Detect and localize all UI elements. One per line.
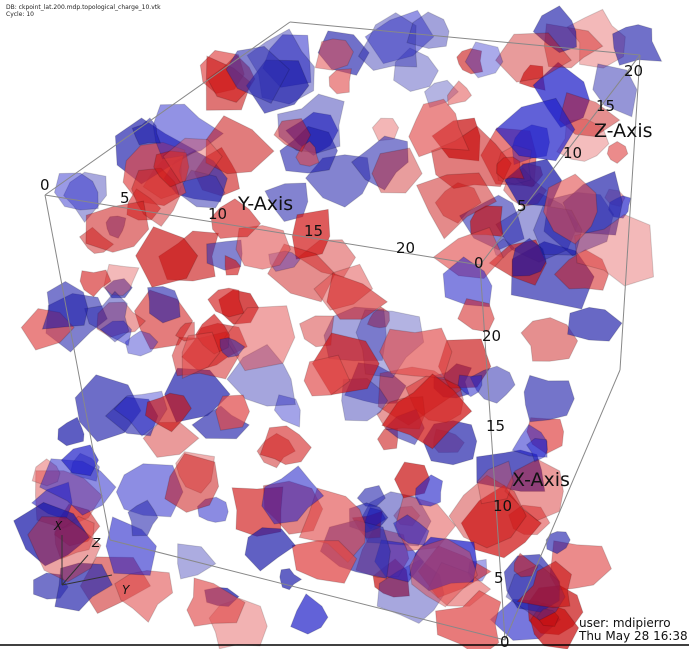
y-tick-label: 5: [120, 189, 130, 207]
triad-x: X: [53, 519, 63, 533]
y-tick-label: 0: [40, 176, 50, 194]
visualization: DB: ckpoint_lat.200.mdp.topological_char…: [0, 0, 689, 649]
database-label: DB: ckpoint_lat.200.mdp.topological_char…: [6, 4, 161, 11]
isosurface-blob: [568, 307, 622, 341]
cycle-label: Cycle: 10: [6, 11, 34, 18]
isosurface-blob: [280, 569, 302, 590]
isosurface-blob: [165, 454, 219, 513]
isosurface-blob: [524, 375, 574, 421]
isosurface-blob: [208, 288, 244, 317]
x-tick-label: 0: [500, 633, 510, 649]
z-axis-title: Z-Axis: [594, 120, 653, 142]
triad-z: Z: [91, 536, 101, 550]
isosurface-blob: [329, 69, 351, 94]
z-tick-label: 0: [474, 254, 484, 272]
isosurface-blob: [372, 148, 422, 193]
y-tick-label: 15: [304, 222, 323, 240]
isosurface-blob: [245, 528, 295, 571]
z-tick-label: 5: [517, 197, 527, 215]
isosurface-blob: [607, 142, 628, 164]
isosurface-blob: [187, 578, 245, 626]
date-label: Thu May 28 16:38:: [578, 629, 689, 643]
x-axis-title: X-Axis: [512, 469, 570, 491]
x-tick-label: 5: [494, 569, 504, 587]
user-label: user: mdipierro: [579, 616, 671, 630]
isosurface-blob: [42, 282, 88, 330]
isosurface-blob: [380, 328, 452, 378]
z-tick-label: 15: [596, 97, 615, 115]
isosurface-blob: [178, 544, 216, 579]
z-tick-label: 10: [563, 144, 582, 162]
x-tick-label: 20: [482, 327, 501, 345]
y-axis-title: Y-Axis: [237, 193, 293, 215]
y-tick-label: 10: [208, 205, 227, 223]
isosurface-blob: [291, 594, 328, 634]
z-tick-label: 20: [624, 62, 643, 80]
isosurface-blob: [315, 39, 353, 70]
x-tick-label: 15: [486, 417, 505, 435]
x-tick-label: 10: [493, 497, 512, 515]
y-tick-label: 20: [396, 239, 415, 257]
isosurfaces: [14, 6, 662, 649]
isosurface-blob: [80, 270, 111, 297]
